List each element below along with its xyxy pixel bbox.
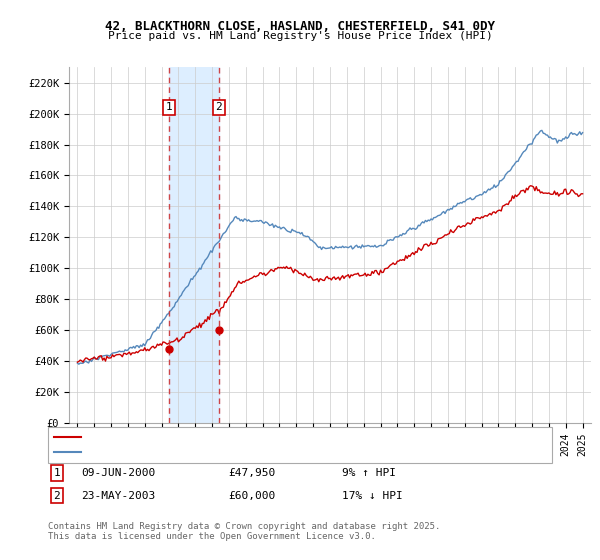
Text: HPI: Average price, semi-detached house, Chesterfield: HPI: Average price, semi-detached house,…: [85, 447, 397, 457]
Text: 1: 1: [166, 102, 172, 113]
Text: Contains HM Land Registry data © Crown copyright and database right 2025.
This d: Contains HM Land Registry data © Crown c…: [48, 522, 440, 542]
Text: 17% ↓ HPI: 17% ↓ HPI: [342, 491, 403, 501]
Text: 23-MAY-2003: 23-MAY-2003: [81, 491, 155, 501]
Text: 2: 2: [215, 102, 222, 113]
Text: 2: 2: [53, 491, 61, 501]
Text: 42, BLACKTHORN CLOSE, HASLAND, CHESTERFIELD, S41 0DY: 42, BLACKTHORN CLOSE, HASLAND, CHESTERFI…: [105, 20, 495, 32]
Bar: [169, 67, 218, 423]
Text: Price paid vs. HM Land Registry's House Price Index (HPI): Price paid vs. HM Land Registry's House …: [107, 31, 493, 41]
Text: 9% ↑ HPI: 9% ↑ HPI: [342, 468, 396, 478]
Text: 09-JUN-2000: 09-JUN-2000: [81, 468, 155, 478]
Text: £60,000: £60,000: [228, 491, 275, 501]
Text: 42, BLACKTHORN CLOSE, HASLAND, CHESTERFIELD, S41 0DY (semi-detached house): 42, BLACKTHORN CLOSE, HASLAND, CHESTERFI…: [85, 432, 520, 442]
Text: £47,950: £47,950: [228, 468, 275, 478]
Text: 1: 1: [53, 468, 61, 478]
